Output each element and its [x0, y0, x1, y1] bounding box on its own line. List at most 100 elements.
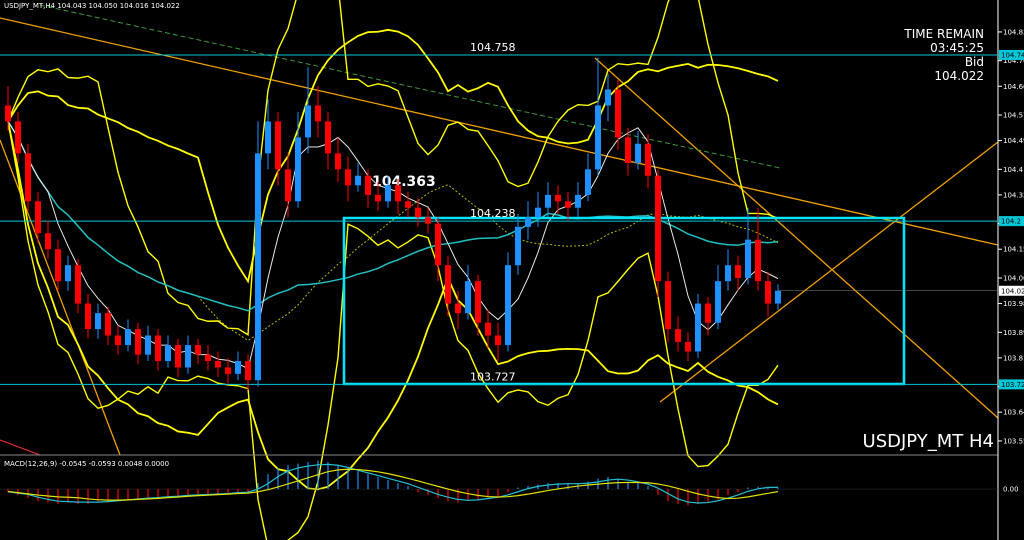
candle-body	[75, 265, 81, 304]
candle-body	[655, 175, 661, 282]
symbol-label: USDJPY_MT H4	[863, 431, 994, 452]
axis-badge	[999, 216, 1024, 227]
candle-body	[235, 361, 241, 374]
candle-body	[165, 345, 171, 362]
axis-badge-label: 104.74	[1001, 51, 1024, 59]
axis-badge	[999, 49, 1024, 60]
candle-body	[225, 367, 231, 374]
y-tick-label: 104.66	[1003, 83, 1024, 91]
level-label: 103.727	[470, 370, 516, 383]
candle-body	[65, 265, 71, 282]
candle-body	[335, 153, 341, 170]
macd-label: MACD(12,26,9) -0.0545 -0.0593 0.0048 0.0…	[4, 460, 169, 468]
axis-badge	[999, 379, 1024, 390]
candle-body	[155, 335, 161, 362]
indicator-line	[7, 0, 779, 336]
candle-body	[15, 121, 21, 154]
candle-body	[45, 233, 51, 250]
candle-body	[275, 121, 281, 170]
axis-badge-label: 103.72	[1001, 381, 1024, 389]
candle-body	[765, 281, 771, 304]
candle-body	[95, 313, 101, 330]
candle-body	[435, 223, 441, 266]
candle-body	[715, 281, 721, 323]
y-tick-label: 103.81	[1003, 354, 1024, 362]
y-tick-label: 104.74	[1003, 57, 1024, 65]
candle-body	[605, 89, 611, 106]
candle-body	[465, 281, 471, 314]
candle-body	[475, 281, 481, 323]
candle-body	[5, 105, 11, 122]
candle-body	[745, 239, 751, 278]
candle-body	[575, 194, 581, 208]
current-badge	[999, 285, 1024, 296]
candle-body	[175, 345, 181, 368]
current-badge-label: 104.02	[1001, 287, 1024, 295]
y-tick-label: 103.98	[1003, 300, 1024, 308]
indicator-line	[7, 121, 779, 540]
candle-body	[125, 329, 131, 346]
timer-title: TIME REMAIN	[903, 27, 984, 41]
candle-body	[105, 313, 111, 336]
candle-body	[325, 121, 331, 154]
y-tick-label: 104.15	[1003, 246, 1024, 254]
candle-body	[355, 175, 361, 186]
candle-body	[405, 201, 411, 208]
candle-body	[515, 226, 521, 266]
level-label: 104.758	[470, 41, 516, 54]
indicator-line	[7, 28, 779, 284]
candle-body	[595, 105, 601, 170]
candle-body	[25, 153, 31, 202]
y-tick-label: 104.4	[1003, 166, 1024, 174]
candle-body	[645, 143, 651, 176]
ma-line	[0, 439, 41, 456]
candle-body	[305, 105, 311, 138]
candle-body	[505, 265, 511, 346]
indicator-line	[7, 121, 779, 312]
ma-line	[39, 4, 781, 169]
candle-body	[725, 265, 731, 282]
candle-body	[735, 265, 741, 278]
candle-body	[755, 239, 761, 282]
indicator-line	[7, 121, 779, 491]
candle-body	[215, 361, 221, 368]
candle-body	[415, 207, 421, 218]
macd-tick-label: 0.00	[1003, 486, 1019, 494]
candle-body	[85, 303, 91, 330]
signal-line	[7, 468, 779, 501]
candle-body	[445, 265, 451, 304]
candle-body	[35, 201, 41, 234]
candle-body	[685, 341, 691, 352]
candle-body	[195, 345, 201, 355]
y-tick-label: 104.32	[1003, 191, 1024, 199]
candle-body	[635, 143, 641, 163]
candle-body	[285, 169, 291, 202]
y-tick-label: 103.64	[1003, 409, 1024, 417]
candle-body	[525, 217, 531, 227]
y-tick-label: 103.55	[1003, 437, 1024, 445]
candle-body	[245, 361, 251, 381]
candle-body	[565, 201, 571, 208]
candle-body	[375, 194, 381, 202]
y-tick-label: 103.89	[1003, 329, 1024, 337]
candle-body	[495, 335, 501, 346]
candle-body	[625, 137, 631, 163]
candle-body	[675, 329, 681, 342]
candle-body	[115, 335, 121, 346]
trend-line	[594, 57, 999, 419]
y-tick-label: 104.83	[1003, 28, 1024, 36]
price-note: 104.363	[372, 174, 436, 190]
candle-body	[55, 249, 61, 282]
candle-body	[145, 335, 151, 355]
candle-body	[425, 217, 431, 224]
candle-body	[695, 303, 701, 352]
candle-body	[365, 175, 371, 195]
y-tick-label: 104.06	[1003, 274, 1024, 282]
candle-body	[665, 281, 671, 330]
candle-body	[185, 345, 191, 368]
candle-body	[295, 137, 301, 202]
candle-body	[255, 153, 261, 381]
candle-body	[545, 194, 551, 208]
candle-body	[555, 194, 561, 202]
